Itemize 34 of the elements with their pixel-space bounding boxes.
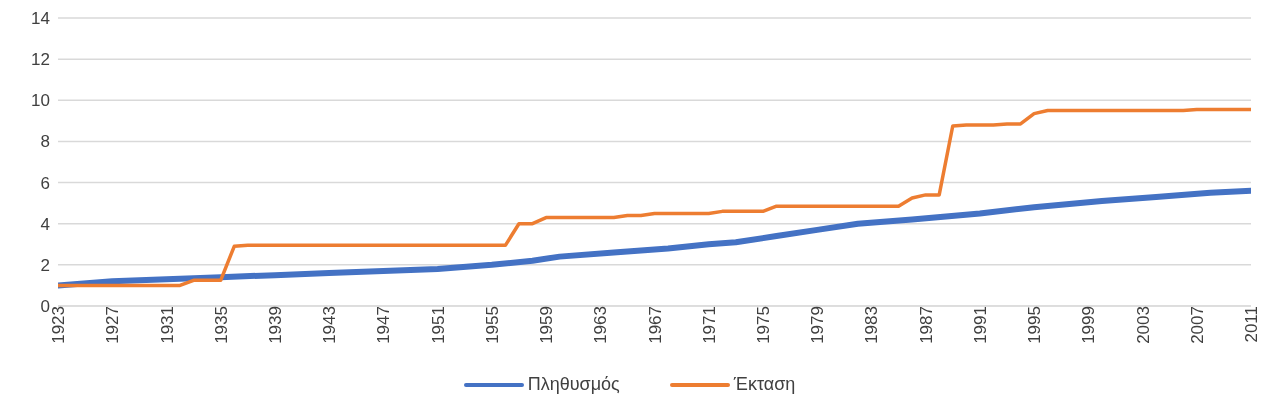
y-tick-label: 4 [40, 214, 50, 234]
x-tick-label: 1991 [970, 306, 990, 344]
y-tick-label: 12 [31, 50, 50, 70]
x-tick-label: 1935 [211, 306, 231, 344]
x-tick-label: 1995 [1025, 306, 1045, 344]
x-tick-label: 1939 [265, 306, 285, 344]
x-tick-label: 2007 [1187, 306, 1207, 344]
x-tick-label: 1931 [157, 306, 177, 344]
x-tick-label: 1983 [862, 306, 882, 344]
x-tick-label: 1967 [645, 306, 665, 344]
y-tick-label: 14 [31, 9, 50, 29]
x-tick-label: 1979 [808, 306, 828, 344]
y-tick-label: 6 [40, 173, 50, 193]
x-tick-label: 1999 [1079, 306, 1099, 344]
legend-label: Έκταση [732, 374, 796, 395]
x-tick-label: 1975 [754, 306, 774, 344]
legend-label: Πληθυσμός [526, 374, 620, 395]
x-tick-label: 1987 [916, 306, 936, 344]
x-tick-label: 1927 [103, 306, 123, 344]
x-tick-label: 1951 [428, 306, 448, 344]
y-tick-label: 2 [40, 255, 50, 275]
x-tick-label: 2011 [1242, 306, 1262, 343]
x-tick-label: 2003 [1133, 306, 1153, 344]
x-tick-label: 1943 [320, 306, 340, 344]
x-tick-label: 1923 [49, 306, 69, 344]
x-tick-label: 1959 [537, 306, 557, 344]
line-series [58, 107, 1251, 288]
y-tick-label: 10 [31, 91, 50, 111]
y-tick-label: 8 [40, 132, 50, 152]
x-tick-label: 1955 [482, 306, 502, 344]
x-tick-label: 1971 [699, 306, 719, 344]
y-tick-label: 0 [40, 297, 50, 317]
x-tick-label: 1963 [591, 306, 611, 344]
x-tick-label: 1947 [374, 306, 394, 344]
